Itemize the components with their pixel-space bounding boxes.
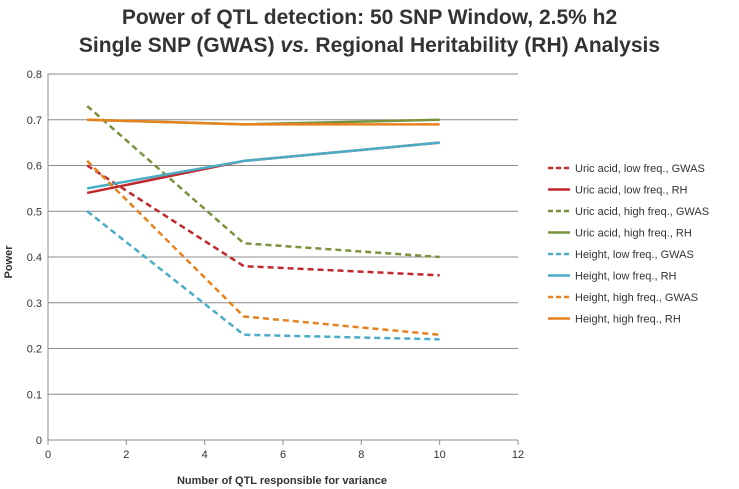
y-tick-label: 0.6 (27, 161, 42, 173)
chart-title-italic: vs. (280, 34, 310, 57)
x-axis-label: Number of QTL responsible for variance (177, 475, 387, 487)
legend-entry: Height, high freq., RH (575, 314, 681, 326)
y-tick-label: 0.3 (27, 298, 42, 310)
x-tick-label: 4 (202, 449, 208, 461)
x-tick-label: 6 (280, 449, 286, 461)
chart-title-line-1: Power of QTL detection: 50 SNP Window, 2… (121, 6, 618, 29)
chart-title-part-2: Regional Heritability (RH) Analysis (309, 34, 661, 57)
legend-entry: Uric acid, high freq., RH (575, 228, 692, 240)
y-tick-label: 0.1 (27, 389, 42, 401)
series-line (86, 160, 440, 337)
x-tick-label: 2 (123, 449, 129, 461)
y-tick-label: 0.5 (27, 206, 42, 218)
x-tick-label: 12 (512, 449, 524, 461)
chart-title-line-2: Single SNP (GWAS) vs. Regional Heritabil… (0, 34, 739, 58)
y-tick-label: 0.2 (27, 344, 42, 356)
legend-entry: Uric acid, low freq., RH (575, 185, 688, 197)
gridlines (48, 73, 518, 395)
y-tick-label: 0.4 (27, 252, 42, 264)
legend-entry: Height, low freq., GWAS (575, 249, 694, 261)
legend: Uric acid, low freq., GWAS Uric acid, low… (548, 163, 709, 326)
y-tick-label: 0.8 (27, 69, 42, 81)
series-line (86, 210, 440, 341)
series-line (86, 141, 440, 195)
x-tick-label: 10 (434, 449, 446, 461)
series-line (87, 118, 440, 126)
x-tick-label: 0 (45, 449, 51, 461)
series-lines (86, 105, 440, 341)
y-tick-label: 0.7 (27, 115, 42, 127)
legend-entry: Uric acid, high freq., GWAS (575, 206, 709, 218)
legend-entry: Height, high freq., GWAS (575, 292, 698, 304)
legend-entry: Height, low freq., RH (575, 271, 677, 283)
axes: 0 0.1 0.2 0.3 0.4 0.5 0.6 0.7 0.8 0 2 4 6 8 10 12 (27, 69, 524, 461)
y-tick-label: 0 (36, 435, 42, 447)
series-line (86, 164, 440, 277)
series-line (86, 141, 440, 190)
chart-title-part-1: Single SNP (GWAS) (78, 34, 281, 57)
x-tick-label: 8 (358, 449, 364, 461)
legend-entry: Uric acid, low freq., GWAS (575, 163, 705, 175)
y-axis-label: Power (3, 245, 15, 279)
